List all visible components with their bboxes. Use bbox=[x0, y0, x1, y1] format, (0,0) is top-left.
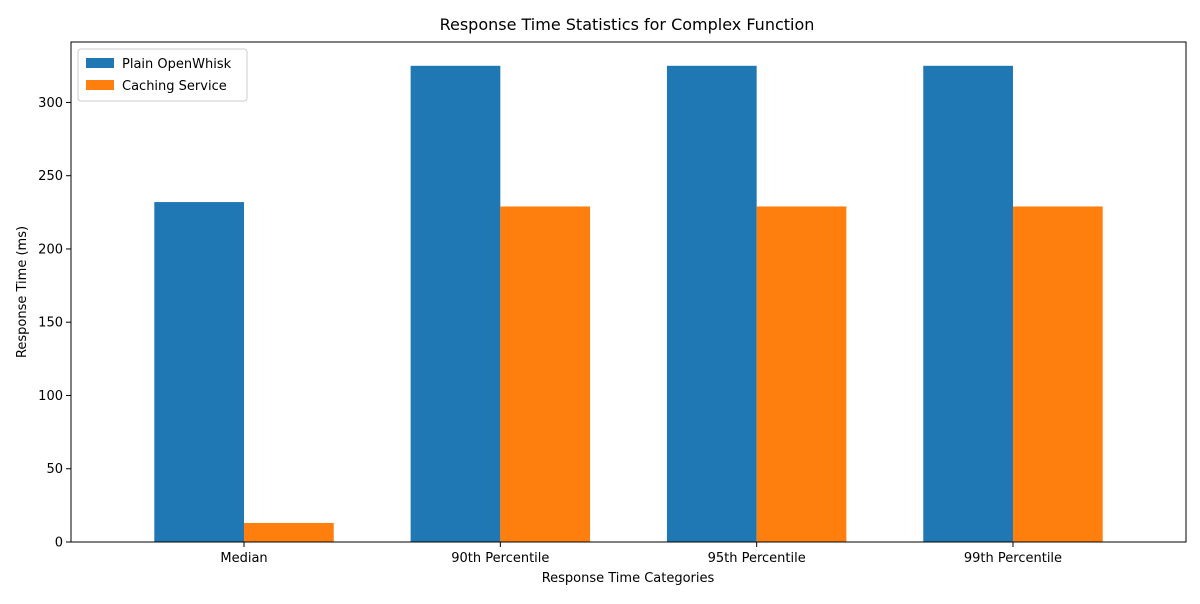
x-tick-label: Median bbox=[220, 551, 267, 566]
y-tick-label: 200 bbox=[38, 242, 63, 257]
legend-box bbox=[77, 48, 248, 102]
bar-plain-openwhisk-2 bbox=[666, 65, 757, 543]
chart-title: Response Time Statistics for Complex Fun… bbox=[440, 15, 815, 34]
x-tick-label: 99th Percentile bbox=[964, 551, 1062, 566]
y-axis-label: Response Time (ms) bbox=[15, 226, 30, 358]
legend-label-1: Caching Service bbox=[122, 79, 227, 94]
y-tick-label: 0 bbox=[55, 536, 63, 551]
x-axis-label: Response Time Categories bbox=[542, 571, 715, 586]
y-tick-label: 100 bbox=[38, 389, 63, 404]
bar-caching-service-2 bbox=[756, 206, 847, 542]
x-axis: Median 90th Percentile 95th Percentile 99th… bbox=[220, 542, 1062, 566]
x-tick-label: 95th Percentile bbox=[708, 551, 806, 566]
legend-swatch-1 bbox=[86, 80, 114, 90]
bar-plain-openwhisk-0 bbox=[154, 202, 245, 543]
legend: Plain OpenWhisk Caching Service bbox=[77, 48, 248, 102]
plot-frame bbox=[70, 41, 1187, 543]
y-tick-label: 150 bbox=[38, 316, 63, 331]
legend-swatch-0 bbox=[86, 58, 114, 68]
bar-plain-openwhisk-3 bbox=[923, 65, 1013, 543]
bar-caching-service-0 bbox=[244, 522, 334, 542]
bar-caching-service-3 bbox=[1012, 206, 1103, 542]
bar-plain-openwhisk-1 bbox=[410, 65, 501, 543]
y-axis: 0 50 100 150 200 250 300 bbox=[38, 96, 71, 551]
y-tick-label: 50 bbox=[46, 462, 63, 477]
y-tick-label: 250 bbox=[38, 169, 63, 184]
x-tick-label: 90th Percentile bbox=[451, 551, 549, 566]
legend-label-0: Plain OpenWhisk bbox=[122, 57, 232, 72]
bar-caching-service-1 bbox=[500, 206, 591, 542]
y-tick-label: 300 bbox=[38, 96, 63, 111]
bars-layer bbox=[154, 65, 1103, 543]
